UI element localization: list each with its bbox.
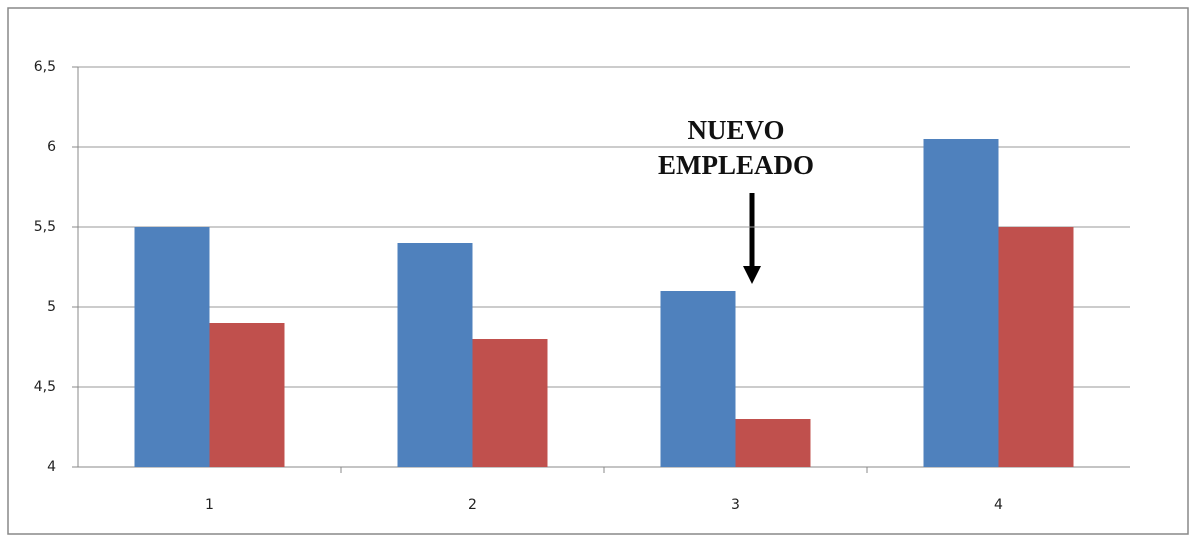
chart-frame xyxy=(7,7,1189,535)
x-tick-label: 3 xyxy=(731,497,740,513)
y-tick-label: 5 xyxy=(47,299,56,315)
y-tick-label: 6,5 xyxy=(34,59,56,75)
bar xyxy=(472,339,548,467)
bar xyxy=(735,419,811,467)
bar xyxy=(134,227,210,467)
x-tick-label: 2 xyxy=(468,497,477,513)
annotation-arrowhead xyxy=(743,266,761,284)
bar xyxy=(209,323,285,467)
bar xyxy=(397,243,473,467)
bar xyxy=(660,291,736,467)
y-tick-label: 6 xyxy=(47,139,56,155)
y-tick-label: 5,5 xyxy=(34,219,56,235)
y-tick-label: 4,5 xyxy=(34,379,56,395)
bar xyxy=(998,227,1074,467)
annotation-line: EMPLEADO xyxy=(658,150,814,180)
x-tick-label: 1 xyxy=(205,497,214,513)
x-tick-label: 4 xyxy=(994,497,1003,513)
y-tick-label: 4 xyxy=(47,459,56,475)
annotation-line: NUEVO xyxy=(688,115,785,145)
bar xyxy=(923,139,999,467)
